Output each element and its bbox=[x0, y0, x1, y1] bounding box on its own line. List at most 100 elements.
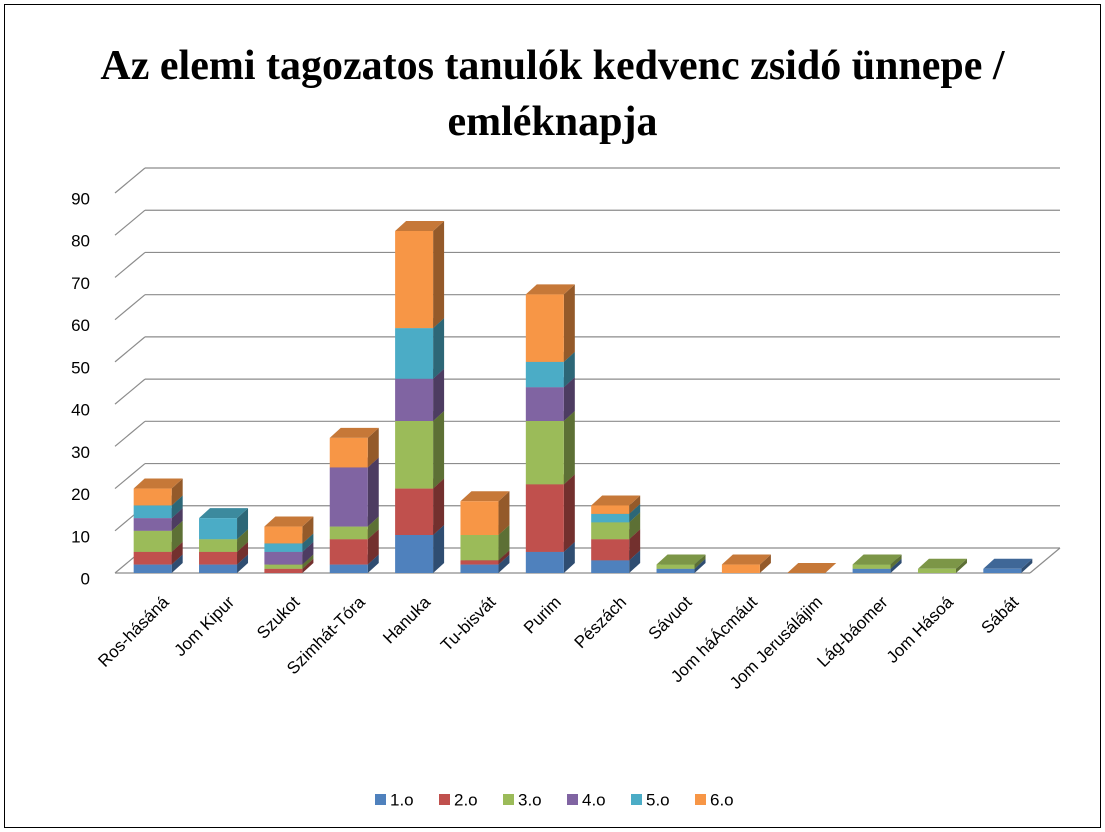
grid-line-side bbox=[114, 336, 146, 363]
x-tick-label: Jom Kipur bbox=[170, 592, 238, 660]
bar-side bbox=[498, 491, 510, 535]
y-tick-label: 40 bbox=[71, 401, 90, 420]
bar-segment bbox=[525, 421, 564, 485]
bar-segment bbox=[133, 488, 172, 506]
bar-segment bbox=[264, 564, 303, 569]
bar-side bbox=[367, 554, 379, 573]
legend-swatch bbox=[567, 794, 578, 805]
bar-side bbox=[890, 554, 902, 569]
bar-side bbox=[171, 520, 183, 552]
bar-side bbox=[694, 558, 706, 573]
x-tick-label: Tu-bisvát bbox=[437, 592, 500, 655]
bar-side bbox=[563, 377, 575, 421]
bar-side bbox=[563, 351, 575, 388]
bar-segment bbox=[329, 539, 368, 565]
bar-segment bbox=[329, 467, 368, 527]
bar-side bbox=[498, 550, 510, 565]
floor-right bbox=[1029, 547, 1061, 574]
bar-side bbox=[498, 525, 510, 561]
bar-side bbox=[433, 221, 445, 329]
grid-line-side bbox=[114, 209, 146, 236]
x-tick-label: Szukot bbox=[253, 592, 303, 642]
bar-segment bbox=[329, 437, 368, 468]
bar-segment bbox=[329, 526, 368, 540]
bar-segment bbox=[264, 568, 303, 573]
legend-label: 4.o bbox=[582, 790, 606, 809]
bar-segment bbox=[133, 530, 172, 552]
x-tick-label: Ros-hásáná bbox=[94, 592, 173, 671]
bar-segment bbox=[591, 522, 630, 540]
bar-side bbox=[629, 529, 641, 561]
bar-segment bbox=[199, 539, 238, 552]
grid-line-side bbox=[114, 294, 146, 321]
bar-segment bbox=[721, 564, 760, 573]
bar-side bbox=[367, 457, 379, 527]
bar-side bbox=[237, 541, 249, 565]
y-tick-label: 60 bbox=[71, 316, 90, 335]
grid-line-side bbox=[114, 378, 146, 405]
bar-top bbox=[395, 221, 445, 231]
bar-side bbox=[629, 495, 641, 514]
bar-side bbox=[563, 541, 575, 573]
bar-top bbox=[264, 516, 314, 527]
bar-side bbox=[171, 495, 183, 519]
bar-segment bbox=[656, 568, 695, 573]
bar-top bbox=[329, 427, 379, 438]
bar-segment bbox=[591, 513, 630, 523]
y-tick-label: 10 bbox=[71, 527, 90, 546]
bar-segment bbox=[133, 518, 172, 531]
grid-line-side bbox=[114, 251, 146, 278]
bar-side bbox=[759, 554, 771, 573]
y-tick-label: 50 bbox=[71, 358, 90, 377]
bar-segment bbox=[395, 231, 434, 329]
bar-segment bbox=[199, 551, 238, 565]
x-tick-label: Pészách bbox=[571, 593, 631, 653]
bar-segment bbox=[525, 361, 564, 388]
bar-segment bbox=[917, 568, 956, 573]
bar-segment bbox=[852, 564, 891, 569]
bar-side bbox=[890, 558, 902, 573]
bar-side bbox=[237, 508, 249, 540]
bar-segment bbox=[264, 551, 303, 565]
bar-side bbox=[433, 368, 445, 421]
bar-side bbox=[302, 554, 314, 569]
legend-label: 1.o bbox=[390, 790, 414, 809]
y-tick-label: 0 bbox=[81, 569, 90, 588]
bar-side bbox=[498, 554, 510, 573]
x-tick-label: Hanuka bbox=[379, 592, 434, 647]
grid-line-side bbox=[114, 463, 146, 490]
bar-top bbox=[199, 508, 249, 519]
legend-swatch bbox=[375, 794, 386, 805]
bar-top bbox=[721, 554, 771, 565]
legend-label: 3.o bbox=[518, 790, 542, 809]
bar-side bbox=[433, 478, 445, 535]
bar-segment bbox=[460, 564, 499, 573]
bar-side bbox=[433, 411, 445, 489]
y-tick-label: 20 bbox=[71, 485, 90, 504]
bar-side bbox=[302, 516, 314, 544]
bar-segment bbox=[133, 551, 172, 565]
bar-side bbox=[367, 427, 379, 468]
x-tick-label: Jom Hásoá bbox=[883, 592, 958, 667]
bar-segment bbox=[395, 535, 434, 573]
bar-segment bbox=[395, 328, 434, 379]
bar-side bbox=[629, 512, 641, 540]
bar-segment bbox=[133, 564, 172, 573]
grid-line-side bbox=[114, 167, 146, 194]
bar-segment bbox=[525, 551, 564, 573]
bar-side bbox=[955, 558, 967, 573]
bar-side bbox=[171, 508, 183, 531]
bar-segment bbox=[525, 484, 564, 552]
bar-segment bbox=[656, 564, 695, 569]
bar-top bbox=[983, 558, 1033, 569]
bar-segment bbox=[395, 378, 434, 421]
legend-swatch bbox=[439, 794, 450, 805]
bar-top bbox=[460, 491, 510, 502]
bar-side bbox=[563, 411, 575, 485]
bar-segment bbox=[460, 501, 499, 535]
bar-side bbox=[367, 529, 379, 565]
bar-segment bbox=[525, 294, 564, 362]
bar-side bbox=[629, 503, 641, 523]
bar-side bbox=[367, 516, 379, 540]
